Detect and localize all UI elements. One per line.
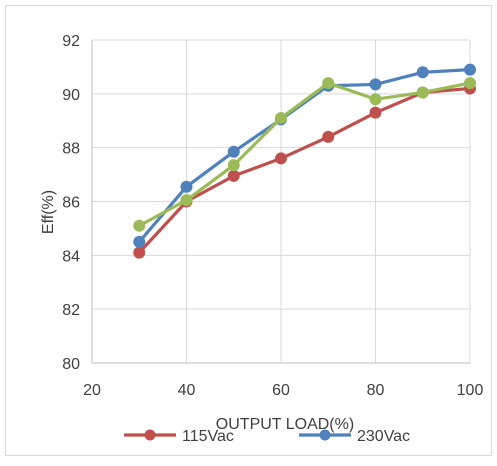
tick-labels: 80 82 84 86 88 90 92 20 40 60 80 100 — [62, 33, 483, 399]
data-point — [227, 169, 240, 182]
x-axis-label: OUTPUT LOAD(%) — [216, 416, 354, 433]
y-tick-label: 86 — [62, 195, 80, 212]
y-tick-label: 90 — [62, 87, 80, 104]
data-point — [464, 63, 476, 76]
axes — [91, 40, 470, 364]
y-tick-label: 92 — [62, 33, 80, 50]
x-tick-label: 60 — [272, 382, 290, 399]
data-point — [369, 106, 382, 119]
y-tick-label: 84 — [62, 248, 80, 265]
data-point — [133, 246, 146, 259]
x-tick-label: 20 — [83, 382, 101, 399]
data-point — [464, 77, 476, 90]
y-tick-label: 80 — [62, 356, 80, 373]
data-point — [369, 78, 382, 91]
legend-swatch-marker — [144, 429, 156, 441]
chart-border — [5, 5, 492, 456]
data-point — [369, 93, 382, 106]
data-point — [275, 152, 287, 165]
legend-item-115vac: 115Vac — [124, 428, 234, 445]
legend-label: 115Vac — [182, 428, 234, 445]
x-tick-label: 40 — [178, 382, 196, 399]
legend-label: 230Vac — [357, 428, 410, 445]
data-point — [322, 77, 335, 90]
y-tick-label: 82 — [62, 302, 80, 319]
series-line — [137, 68, 472, 244]
legend-swatch-marker — [319, 429, 331, 441]
series-line — [137, 81, 472, 228]
data-point — [416, 86, 429, 99]
data-point — [180, 180, 193, 193]
y-tick-label: 88 — [62, 141, 80, 158]
series-unnamed-2 — [133, 77, 476, 232]
data-point — [227, 145, 240, 158]
series-line — [137, 86, 472, 255]
data-point — [133, 235, 146, 248]
x-tick-label: 100 — [457, 382, 484, 399]
x-tick-label: 80 — [367, 382, 385, 399]
data-point — [275, 112, 287, 125]
legend-item-230vac: 230Vac — [299, 428, 410, 445]
data-point — [133, 219, 146, 232]
data-point — [180, 194, 193, 207]
data-point — [227, 159, 240, 172]
y-axis-label: Eff(%) — [40, 190, 57, 234]
data-point — [416, 66, 429, 79]
legend: 115Vac 230Vac — [124, 428, 410, 445]
series-group — [133, 63, 476, 259]
data-point — [322, 130, 335, 143]
